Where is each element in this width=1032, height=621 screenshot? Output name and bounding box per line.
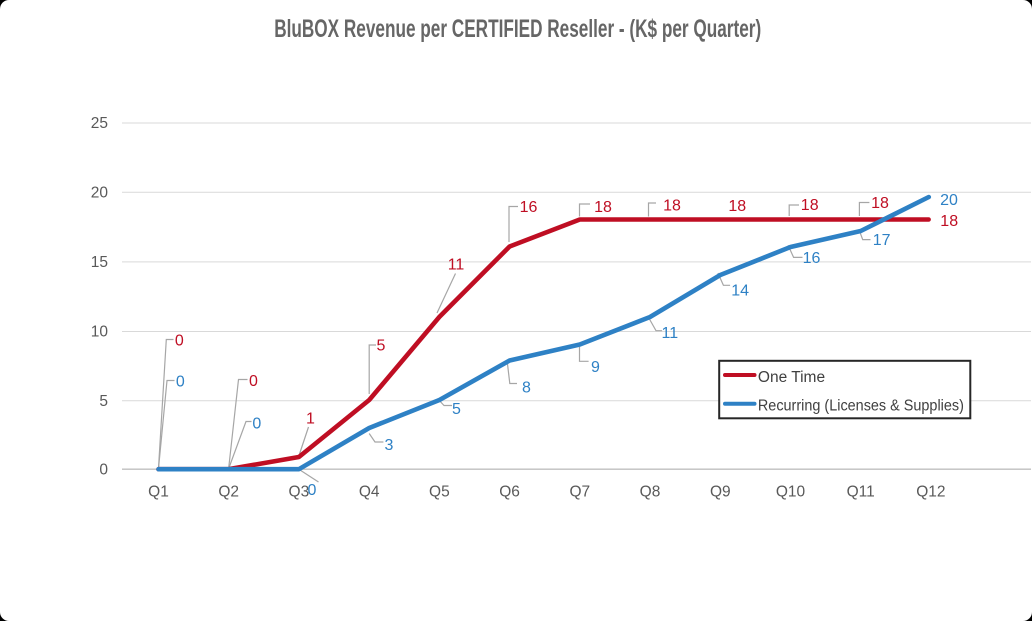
svg-text:0: 0 — [252, 415, 261, 432]
svg-text:9: 9 — [591, 359, 600, 376]
svg-text:Q1: Q1 — [148, 484, 169, 501]
svg-text:0: 0 — [99, 461, 108, 478]
svg-text:15: 15 — [91, 254, 108, 271]
svg-text:Q12: Q12 — [916, 484, 945, 501]
svg-text:16: 16 — [520, 199, 538, 216]
svg-text:Q3: Q3 — [289, 484, 310, 501]
svg-text:1: 1 — [306, 410, 315, 427]
svg-text:Q5: Q5 — [429, 484, 450, 501]
svg-text:11: 11 — [661, 325, 678, 342]
svg-text:18: 18 — [594, 199, 612, 216]
svg-text:Q10: Q10 — [776, 484, 806, 501]
svg-text:Q9: Q9 — [710, 484, 731, 501]
svg-text:0: 0 — [176, 373, 185, 390]
svg-text:11: 11 — [448, 257, 465, 274]
svg-text:5: 5 — [452, 401, 461, 418]
svg-text:0: 0 — [308, 482, 317, 499]
svg-text:18: 18 — [728, 198, 746, 215]
svg-text:Q4: Q4 — [359, 484, 380, 501]
svg-text:Q7: Q7 — [569, 484, 590, 501]
svg-text:One Time: One Time — [758, 369, 825, 386]
svg-text:18: 18 — [871, 195, 889, 212]
svg-text:20: 20 — [91, 185, 109, 202]
svg-text:Recurring (Licenses & Supplies: Recurring (Licenses & Supplies) — [758, 398, 964, 415]
svg-text:5: 5 — [377, 338, 386, 355]
svg-text:25: 25 — [91, 115, 108, 132]
svg-text:18: 18 — [940, 213, 958, 230]
svg-text:8: 8 — [522, 379, 531, 396]
svg-text:18: 18 — [663, 197, 681, 214]
svg-text:0: 0 — [175, 332, 184, 349]
svg-text:5: 5 — [99, 393, 108, 410]
svg-text:14: 14 — [731, 283, 749, 300]
svg-text:16: 16 — [803, 250, 821, 267]
svg-text:20: 20 — [940, 192, 958, 209]
svg-text:10: 10 — [91, 324, 109, 341]
svg-text:Q6: Q6 — [499, 484, 520, 501]
svg-text:18: 18 — [801, 197, 819, 214]
svg-text:Q8: Q8 — [640, 484, 661, 501]
svg-text:Q11: Q11 — [847, 484, 875, 501]
svg-text:Q2: Q2 — [218, 484, 239, 501]
svg-text:17: 17 — [873, 232, 891, 249]
svg-text:0: 0 — [249, 373, 258, 390]
svg-text:BluBOX Revenue per CERTIFIED R: BluBOX Revenue per CERTIFIED Reseller - … — [274, 15, 761, 43]
svg-text:3: 3 — [384, 437, 393, 454]
